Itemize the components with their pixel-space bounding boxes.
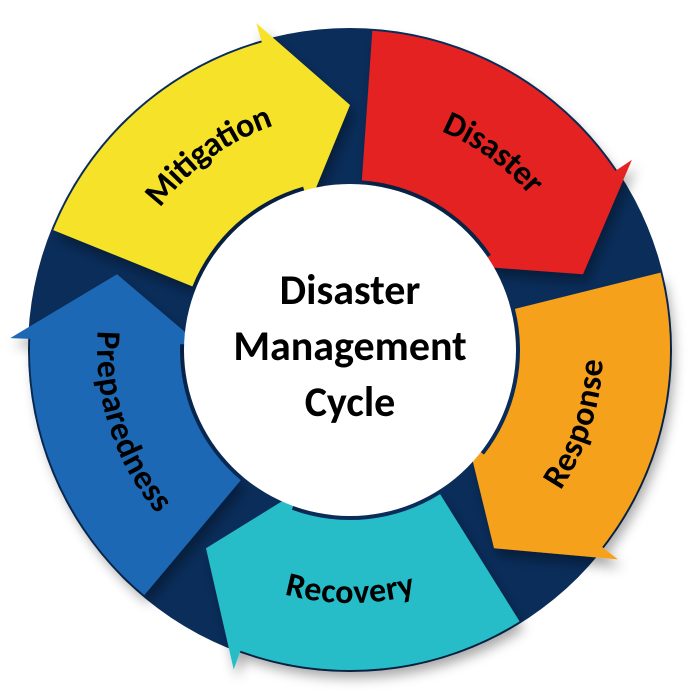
center-title-line-1: Management: [233, 321, 466, 372]
center-title-line-0: Disaster: [280, 265, 421, 316]
center-title-line-2: Cycle: [305, 377, 396, 428]
disaster-management-cycle-diagram: MitigationDisasterResponseRecoveryPrepar…: [0, 0, 700, 699]
